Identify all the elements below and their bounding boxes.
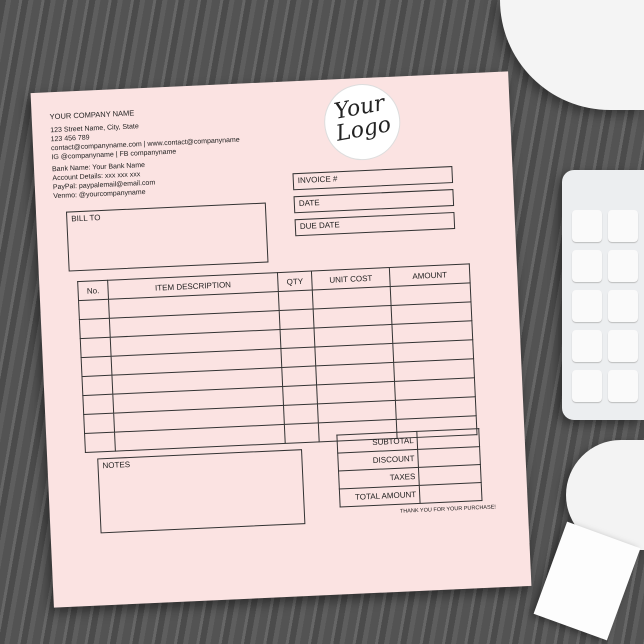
invoice-number-field[interactable]: INVOICE # [292,166,454,191]
items-table: No. ITEM DESCRIPTION QTY UNIT COST AMOUN… [77,263,478,453]
invoice-notepad: YOUR COMPANY NAME 123 Street Name, City,… [30,71,532,608]
logo: Your Logo [317,77,407,167]
notes-box[interactable]: NOTES [97,449,306,534]
bill-to-box[interactable]: BILL TO [65,202,269,272]
invoice-label: INVOICE # [297,174,338,186]
total-amount-label: TOTAL AMOUNT [339,485,421,507]
bill-to-label: BILL TO [71,213,101,224]
keyboard [562,170,644,420]
due-date-label: DUE DATE [299,220,340,232]
col-qty: QTY [277,271,313,292]
total-amount-field[interactable] [419,482,483,504]
totals-table: SUBTOTAL DISCOUNT TAXES TOTAL AMOUNT [336,428,483,507]
due-date-field[interactable]: DUE DATE [294,212,456,237]
date-label: DATE [298,198,320,209]
company-info: YOUR COMPANY NAME 123 Street Name, City,… [49,104,242,201]
date-field[interactable]: DATE [293,189,455,214]
col-no: No. [77,280,109,301]
thank-you-text: THANK YOU FOR YOUR PURCHASE! [399,504,497,515]
notes-label: NOTES [102,459,131,471]
